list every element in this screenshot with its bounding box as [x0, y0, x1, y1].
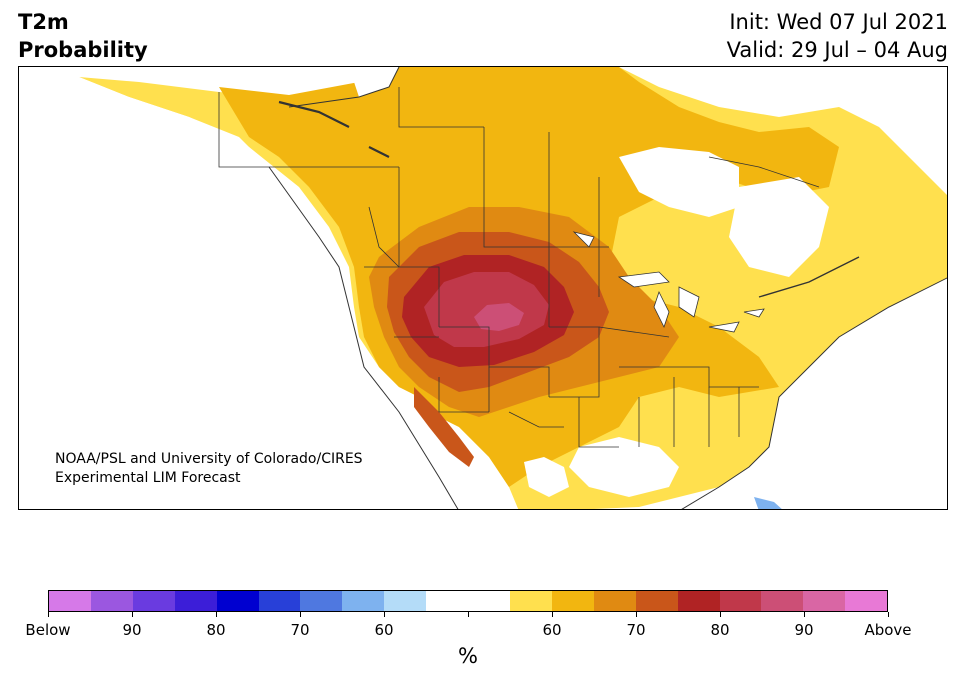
colorbar-label: Below: [25, 621, 71, 639]
colorbar-tick: [552, 612, 553, 617]
valid-period: Valid: 29 Jul – 04 Aug: [726, 38, 948, 62]
map-canvas: [19, 67, 947, 509]
colorbar-cell: [216, 591, 259, 611]
great-lakes: [572, 231, 765, 333]
coastline: [268, 67, 947, 509]
colorbar-tick: [48, 612, 49, 617]
colorbar-cell: [132, 591, 175, 611]
blue-anomaly: [754, 497, 782, 509]
colorbar-cell: [258, 591, 301, 611]
colorbar-labels: Below 90 80 70 60 60 70 80 90 Above: [0, 621, 959, 641]
colorbar-label: 60: [542, 621, 562, 639]
mackenzie-river: [278, 100, 390, 158]
forecast-dates: Init: Wed 07 Jul 2021 Valid: 29 Jul – 04…: [727, 8, 948, 64]
colorbar-label: 90: [122, 621, 142, 639]
colorbar-cell: [300, 591, 343, 611]
init-date: Init: Wed 07 Jul 2021: [729, 10, 948, 34]
map-title: T2m Probability: [18, 8, 148, 64]
colorbar-cell: [677, 591, 720, 611]
hudson-bay-white: [619, 147, 739, 217]
colorbar-ticks: [48, 612, 889, 618]
alaska-white: [19, 67, 269, 217]
colorbar-label: 70: [626, 621, 646, 639]
colorbar-cell: [49, 591, 91, 611]
pacific-white: [19, 197, 458, 509]
region-p85: [474, 303, 524, 331]
gulf-white: [569, 437, 679, 497]
credit-line-2: Experimental LIM Forecast: [55, 470, 241, 486]
variable-name: T2m: [18, 10, 69, 34]
product-name: Probability: [18, 38, 148, 62]
colorbar-cell: [845, 591, 888, 611]
colorbar-tick: [636, 612, 637, 617]
colorbar-cell: [90, 591, 133, 611]
colorbar-cell: [719, 591, 762, 611]
colorbar-cell: [761, 591, 804, 611]
colorbar-tick: [468, 612, 469, 617]
colorbar-tick: [384, 612, 385, 617]
credit-text: NOAA/PSL and University of Colorado/CIRE…: [55, 450, 363, 488]
colorbar-cell: [342, 591, 385, 611]
colorbar-tick: [300, 612, 301, 617]
credit-line-1: NOAA/PSL and University of Colorado/CIRE…: [55, 451, 363, 467]
colorbar-cell: [635, 591, 678, 611]
region-southwest-p70: [414, 387, 474, 467]
colorbar-label: 60: [374, 621, 394, 639]
colorbar-cell: [468, 591, 510, 611]
colorbar-label: 70: [290, 621, 310, 639]
colorbar-cell: [593, 591, 636, 611]
colorbar-cell: [174, 591, 217, 611]
colorbar-tick: [888, 612, 889, 617]
colorbar-label: Above: [864, 621, 912, 639]
colorbar-tick: [720, 612, 721, 617]
atlantic-white: [682, 278, 947, 509]
colorbar-tick: [132, 612, 133, 617]
mexico-white: [524, 457, 569, 497]
political-borders: [218, 87, 820, 448]
colorbar-tick: [804, 612, 805, 617]
colorbar-label: 80: [206, 621, 226, 639]
colorbar-cell: [509, 591, 552, 611]
colorbar-unit: %: [458, 644, 478, 668]
st-lawrence-river: [758, 256, 860, 298]
colorbar-cell: [426, 591, 469, 611]
colorbar-cell: [384, 591, 427, 611]
colorbar-cell: [551, 591, 594, 611]
colorbar-label: 80: [710, 621, 730, 639]
arctic-white: [349, 67, 399, 97]
quebec-white: [729, 177, 829, 277]
colorbar-label: 90: [794, 621, 814, 639]
colorbar-tick: [216, 612, 217, 617]
colorbar: [48, 590, 888, 612]
colorbar-cell: [803, 591, 846, 611]
forecast-map: [18, 66, 948, 510]
